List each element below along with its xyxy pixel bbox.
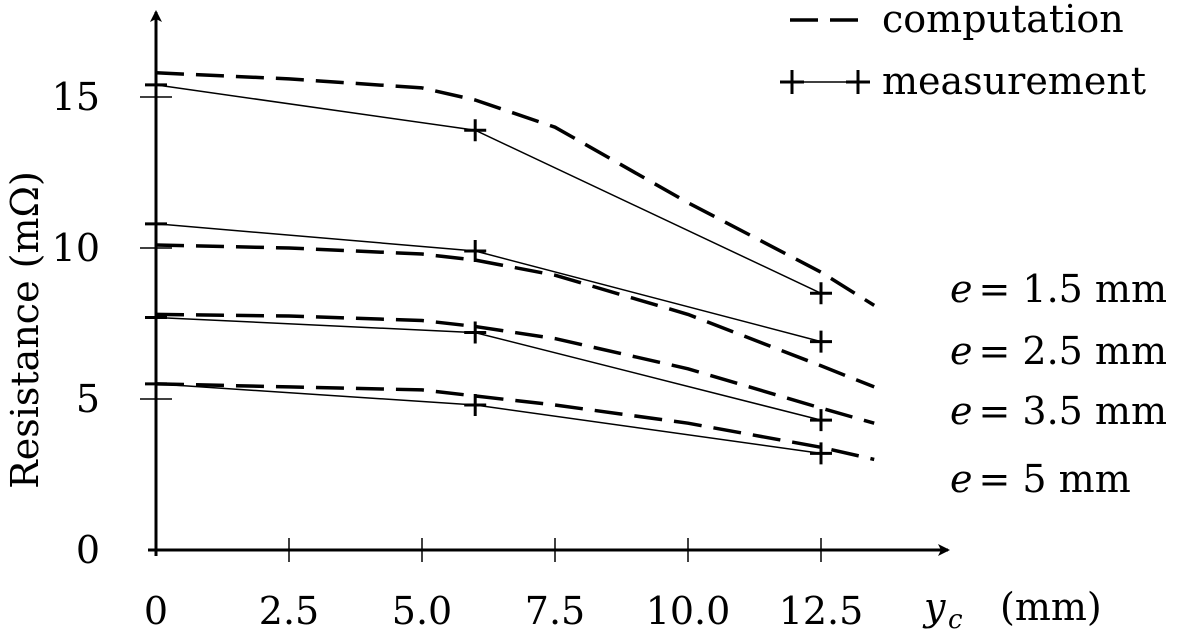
y-tick-label: 10 [52,226,100,270]
y-ticks: 0 5 10 15 [52,75,172,572]
measurement-point [810,282,832,305]
x-axis-title-sub: c [948,605,963,635]
measurement-point [464,240,487,263]
measurement-point [464,119,487,142]
legend-measurement-marker-right [846,70,870,94]
x-tick-label: 10.0 [646,589,731,633]
measurement-point [464,321,487,344]
annotations: e = 1.5 mm e = 2.5 mm e = 3.5 mm e = 5 mm [950,267,1167,501]
computation-line-3 [155,312,875,425]
measurement-line-2 [155,223,822,343]
annotation-e-2-5: e = 2.5 mm [950,329,1167,373]
x-tick-label: 5.0 [392,589,452,633]
x-axis-title-var: y [922,585,946,629]
measurement-point [145,73,167,96]
y-axis-title: Resistance (mΩ) [3,171,47,489]
measurement-line-3 [155,316,822,421]
legend: computation measurement [780,0,1146,103]
x-tick-label: 7.5 [525,589,585,633]
x-tick-label: 0 [144,589,168,633]
measurement-point [145,212,167,235]
y-tick-label: 5 [76,377,100,421]
x-tick-label: 2.5 [259,589,319,633]
y-tick-label: 0 [76,528,100,572]
annotation-e-3-5: e = 3.5 mm [950,389,1167,433]
x-axis-title-unit: (mm) [1000,585,1102,629]
measurement-point [145,372,167,395]
y-tick-label: 15 [52,75,100,119]
computation-line-2 [155,243,875,389]
measurement-point [145,306,167,329]
measurement-point [464,394,487,417]
x-ticks: 0 2.5 5.0 7.5 10.0 12.5 [144,538,863,633]
annotation-e-5: e = 5 mm [950,457,1131,501]
annotation-e-1-5: e = 1.5 mm [950,267,1167,311]
x-tick-label: 12.5 [779,589,864,633]
legend-measurement-label: measurement [882,59,1146,103]
measurement-point [810,409,832,432]
computation-line-4 [155,382,875,462]
legend-measurement-marker-left [780,70,804,94]
legend-computation-label: computation [882,0,1124,41]
measurement-point [810,442,832,465]
series-layer [145,71,876,465]
computation-line-1 [155,71,876,307]
x-axis-title: y c (mm) [922,585,1102,635]
measurement-point [810,330,832,353]
